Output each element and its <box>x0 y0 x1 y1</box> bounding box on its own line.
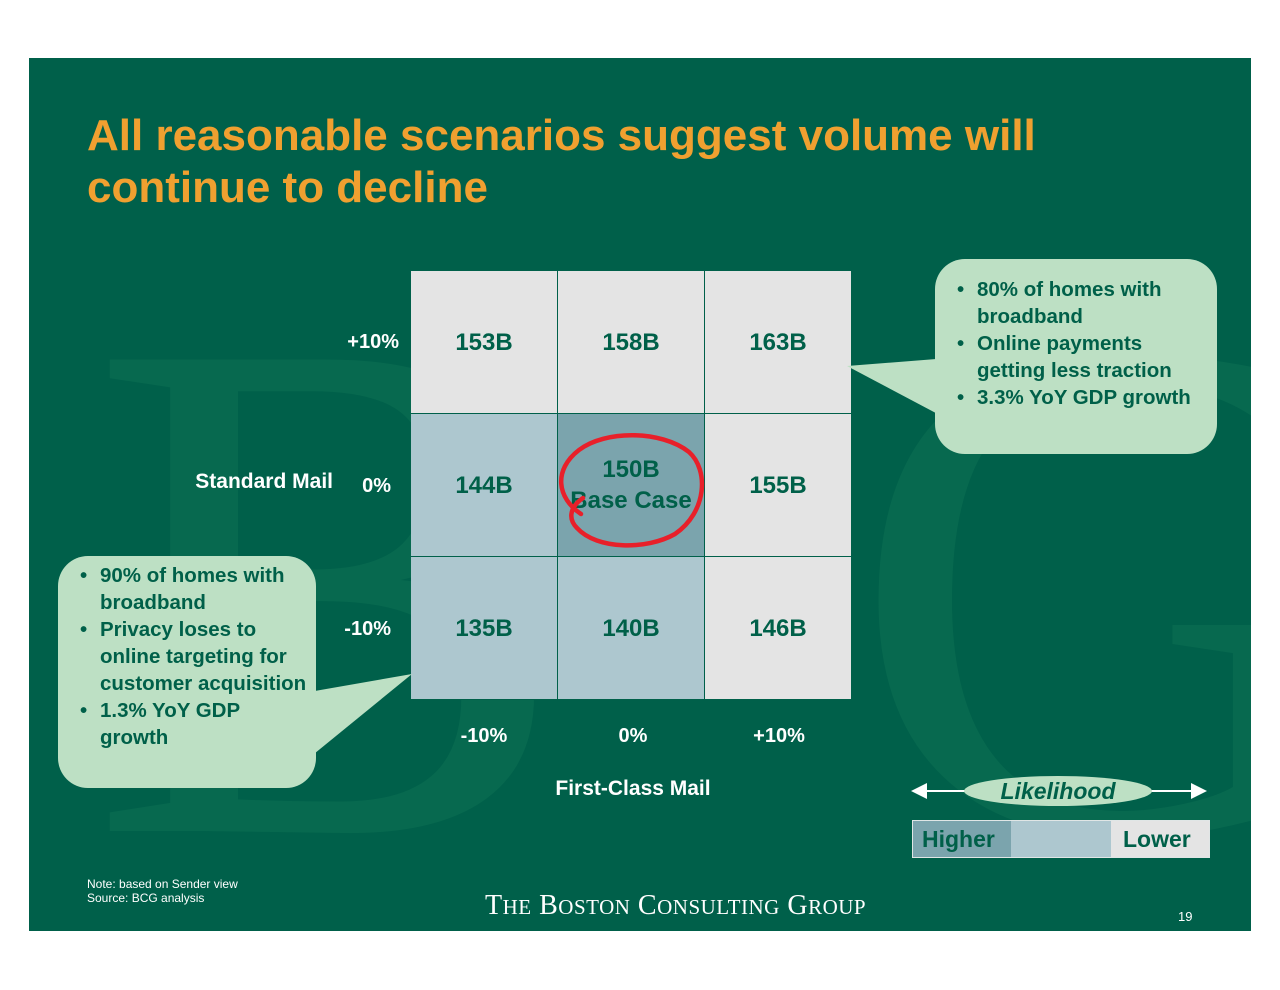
cell-value: 144B <box>455 471 513 499</box>
legend-lower: Lower <box>1111 821 1209 857</box>
cell-value: 135B <box>455 614 513 642</box>
cell-value: 163B <box>749 328 807 356</box>
title-line-1: All reasonable scenarios suggest volume … <box>87 111 1036 160</box>
matrix-cell: 155B <box>705 414 852 557</box>
title-line-2: continue to decline <box>87 163 488 212</box>
legend-medium-swatch <box>1011 821 1111 857</box>
likelihood-arrow <box>911 776 1207 806</box>
matrix-cell: 140B <box>558 557 705 700</box>
source-text: Source: BCG analysis <box>87 891 205 905</box>
callout-bullet: 90% of homes with broadband <box>78 562 308 616</box>
cell-value: 140B <box>602 614 660 642</box>
row-label-2: 0% <box>362 475 391 497</box>
col-label-1: -10% <box>460 725 508 747</box>
callout-bullet: Online payments getting less traction <box>955 330 1207 384</box>
matrix-cell: 144B <box>411 414 558 557</box>
base-case-circle-annotation <box>559 433 705 548</box>
likelihood-legend: Higher Lower <box>912 820 1210 858</box>
footnote: Note: based on Sender view Source: BCG a… <box>87 877 238 905</box>
cell-value: 153B <box>455 328 513 356</box>
callout-bullet: 80% of homes with broadband <box>955 276 1207 330</box>
upper-scenario-callout: 80% of homes with broadband Online payme… <box>935 259 1217 454</box>
cell-value: 146B <box>749 614 807 642</box>
slide-title: All reasonable scenarios suggest volume … <box>87 110 1207 214</box>
callout-bullet: Privacy loses to online targeting for cu… <box>78 616 308 697</box>
page-number: 19 <box>1178 909 1193 924</box>
legend-higher: Higher <box>913 821 1011 857</box>
callout-pointers <box>309 358 949 758</box>
x-axis-label: First-Class Mail <box>555 777 711 800</box>
matrix-cell: 163B <box>705 271 852 414</box>
col-label-2: 0% <box>618 725 648 747</box>
cell-value: 158B <box>602 328 660 356</box>
callout-bullet: 3.3% YoY GDP growth <box>955 384 1207 411</box>
col-label-3: +10% <box>753 725 805 747</box>
cell-caption: Base Case <box>570 487 692 514</box>
callout-bullet: 1.3% YoY GDP growth <box>78 697 308 751</box>
matrix-cell: 135B <box>411 557 558 700</box>
note-text: Note: based on Sender view <box>87 877 238 891</box>
cell-value: 150B <box>602 456 660 483</box>
bcg-logo-text: THE BOSTON CONSULTING GROUP <box>485 890 867 921</box>
scenario-matrix: 153B 158B 163B 144B 150B Base Case 155B 135B 140… <box>411 271 853 701</box>
matrix-cell: 153B <box>411 271 558 414</box>
matrix-cell: 146B <box>705 557 852 700</box>
row-label-1: +10% <box>347 331 399 353</box>
slide: B G All reasonable scenarios suggest vol… <box>29 58 1251 931</box>
cell-value: 155B <box>749 471 807 499</box>
matrix-cell: 158B <box>558 271 705 414</box>
lower-scenario-callout: 90% of homes with broadband Privacy lose… <box>58 556 316 788</box>
row-label-3: -10% <box>344 618 391 640</box>
y-axis-label: Standard Mail <box>195 470 333 493</box>
likelihood-label: Likelihood <box>1000 778 1116 804</box>
